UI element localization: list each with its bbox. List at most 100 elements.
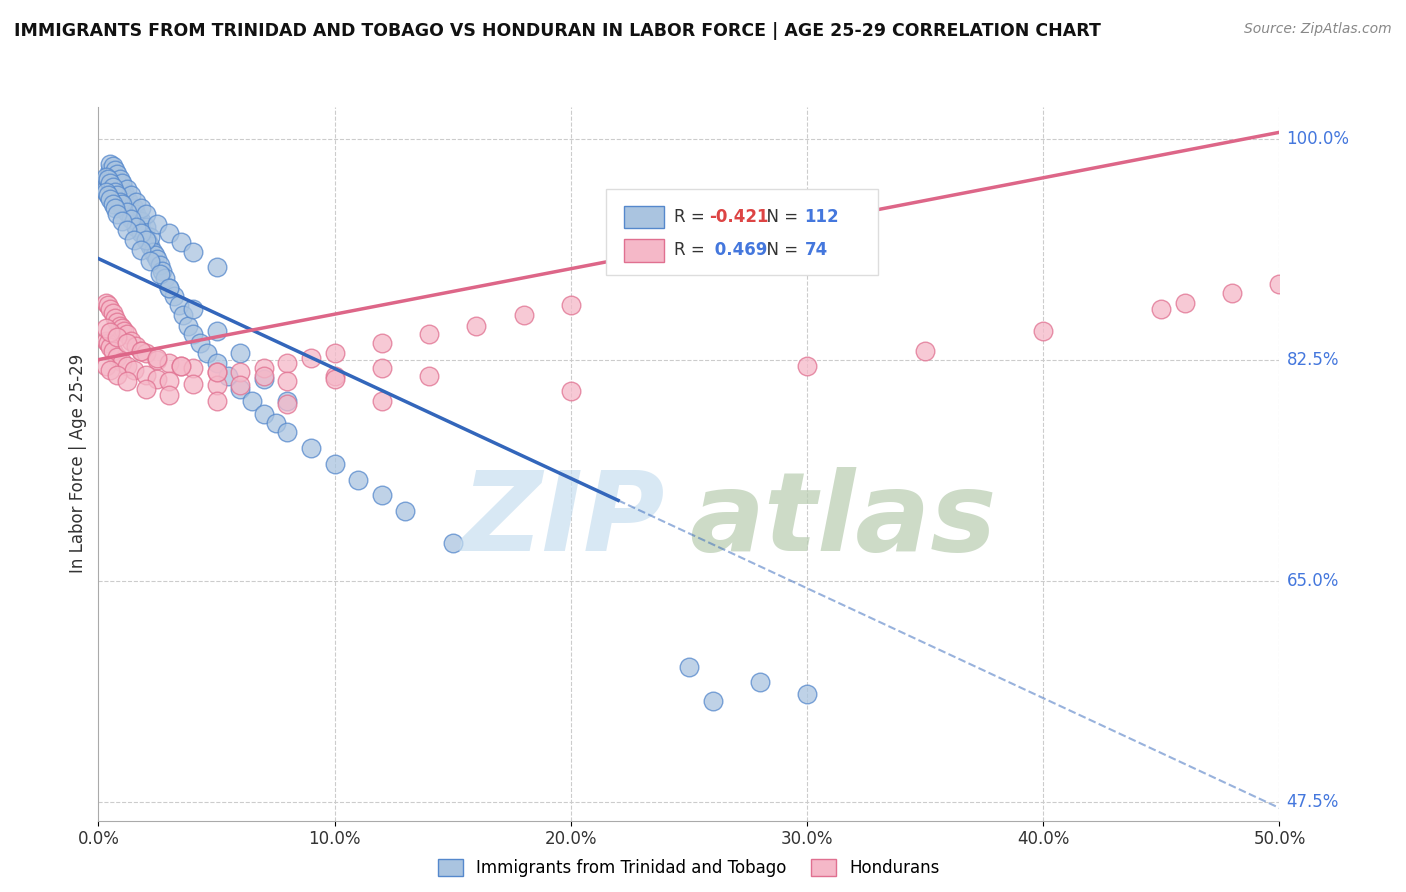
Point bbox=[112, 324, 135, 338]
Legend: Immigrants from Trinidad and Tobago, Hondurans: Immigrants from Trinidad and Tobago, Hon… bbox=[432, 852, 946, 884]
Point bbox=[98, 340, 121, 354]
Point bbox=[139, 230, 162, 244]
Point bbox=[98, 302, 121, 317]
Point bbox=[128, 213, 150, 227]
Point bbox=[181, 361, 204, 376]
Point bbox=[111, 178, 134, 193]
Point bbox=[111, 355, 134, 369]
Point bbox=[347, 473, 370, 487]
Point bbox=[101, 167, 124, 181]
Point bbox=[105, 176, 128, 190]
Point bbox=[108, 194, 131, 209]
Text: N =: N = bbox=[756, 208, 804, 226]
Point bbox=[125, 339, 148, 353]
Point bbox=[104, 185, 127, 199]
Point bbox=[129, 243, 152, 257]
Point bbox=[101, 306, 124, 320]
Text: 74: 74 bbox=[804, 242, 828, 260]
Point bbox=[229, 378, 252, 392]
Text: R =: R = bbox=[673, 242, 710, 260]
Text: 65.0%: 65.0% bbox=[1286, 572, 1339, 590]
Point bbox=[170, 359, 193, 373]
Point bbox=[94, 182, 117, 196]
Point bbox=[125, 207, 148, 221]
Point bbox=[105, 188, 128, 202]
Point bbox=[129, 343, 152, 358]
Point bbox=[149, 267, 172, 281]
Point bbox=[122, 213, 145, 227]
Point bbox=[678, 659, 700, 673]
Text: -0.421: -0.421 bbox=[709, 208, 769, 226]
Point bbox=[105, 207, 128, 221]
Point bbox=[796, 687, 818, 701]
Point bbox=[111, 176, 134, 190]
Point bbox=[135, 233, 157, 247]
Point bbox=[112, 197, 135, 211]
Point bbox=[142, 245, 165, 260]
Point bbox=[125, 220, 148, 235]
Point bbox=[157, 280, 180, 294]
Point bbox=[122, 233, 145, 247]
Point bbox=[94, 185, 117, 199]
Point bbox=[108, 318, 131, 333]
Point bbox=[105, 167, 128, 181]
Point bbox=[1268, 277, 1291, 291]
Point bbox=[135, 220, 157, 235]
Point bbox=[157, 374, 180, 388]
Text: ZIP: ZIP bbox=[461, 467, 665, 574]
Text: 47.5%: 47.5% bbox=[1286, 793, 1339, 811]
Point bbox=[170, 359, 193, 373]
Point bbox=[121, 188, 143, 202]
Point bbox=[135, 233, 157, 247]
Point bbox=[104, 310, 127, 325]
Point bbox=[146, 371, 169, 385]
Point bbox=[97, 188, 120, 202]
Point bbox=[146, 352, 169, 367]
Point bbox=[135, 207, 157, 221]
Point bbox=[1174, 295, 1197, 310]
Y-axis label: In Labor Force | Age 25-29: In Labor Force | Age 25-29 bbox=[69, 354, 87, 574]
Point bbox=[299, 351, 322, 366]
Point bbox=[149, 258, 172, 272]
Point bbox=[195, 346, 218, 360]
Point bbox=[229, 346, 252, 360]
Point bbox=[188, 336, 211, 351]
Point bbox=[122, 201, 145, 215]
Point bbox=[111, 213, 134, 227]
Point bbox=[170, 235, 193, 250]
Point bbox=[139, 254, 162, 268]
Point bbox=[135, 346, 157, 360]
Point bbox=[702, 693, 724, 707]
FancyBboxPatch shape bbox=[624, 239, 664, 262]
Point bbox=[181, 245, 204, 260]
Point bbox=[97, 172, 120, 186]
Point bbox=[157, 388, 180, 402]
Point bbox=[253, 371, 276, 385]
Point bbox=[111, 197, 134, 211]
Point bbox=[108, 172, 131, 186]
Point bbox=[323, 346, 346, 360]
Point bbox=[371, 488, 394, 502]
Text: 112: 112 bbox=[804, 208, 839, 226]
Point bbox=[132, 227, 155, 241]
Point bbox=[97, 169, 120, 184]
Point bbox=[371, 361, 394, 376]
Point bbox=[1220, 285, 1243, 300]
Point bbox=[299, 441, 322, 455]
Point bbox=[98, 163, 121, 178]
Point bbox=[115, 192, 138, 206]
Point bbox=[796, 359, 818, 373]
Point bbox=[205, 394, 228, 409]
Point bbox=[129, 343, 152, 358]
Point bbox=[97, 298, 120, 312]
Point bbox=[115, 205, 138, 219]
Point bbox=[253, 407, 276, 421]
Point bbox=[205, 378, 228, 392]
Point bbox=[121, 207, 143, 221]
Point bbox=[101, 172, 124, 186]
Point bbox=[748, 674, 770, 689]
Point bbox=[115, 205, 138, 219]
Point bbox=[143, 248, 166, 262]
Point bbox=[276, 394, 298, 409]
Point bbox=[129, 222, 152, 236]
